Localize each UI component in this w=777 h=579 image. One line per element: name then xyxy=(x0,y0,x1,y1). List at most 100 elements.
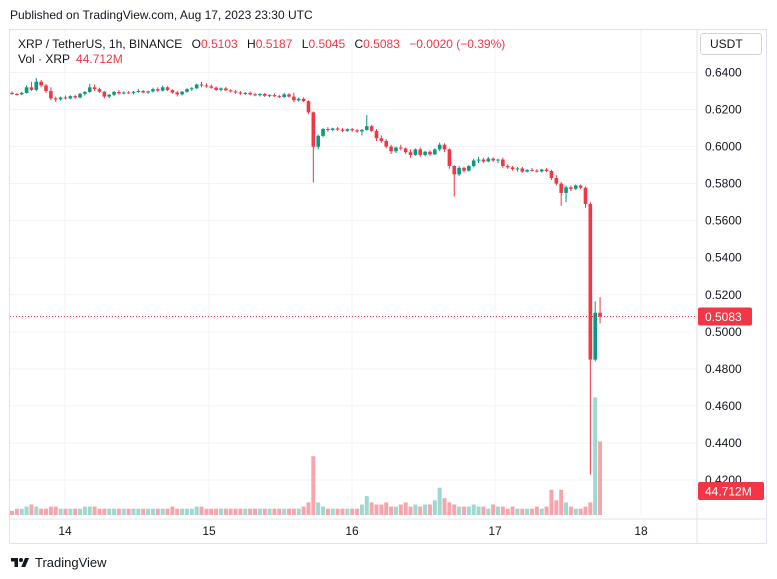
volume-bar xyxy=(165,508,170,515)
candle-body xyxy=(428,151,432,155)
volume-bar xyxy=(48,506,53,515)
candle-body xyxy=(418,149,423,155)
volume-bar xyxy=(520,508,525,515)
volume-bar xyxy=(116,508,121,515)
candle-body xyxy=(335,128,340,130)
volume-bar xyxy=(87,506,92,515)
high-value: 0.5187 xyxy=(255,37,293,51)
candle-body xyxy=(554,178,559,184)
volume-bar xyxy=(583,506,588,515)
volume-bar xyxy=(126,508,131,515)
candle-body xyxy=(141,91,146,93)
symbol-label[interactable]: XRP / TetherUS, 1h, BINANCE xyxy=(18,37,183,51)
volume-bar xyxy=(549,489,554,515)
candle-body xyxy=(190,88,194,90)
candle-body xyxy=(224,88,228,91)
volume-bar xyxy=(530,508,535,515)
volume-bar xyxy=(413,504,418,515)
candle-body xyxy=(423,151,427,155)
volume-bar xyxy=(131,508,136,515)
candle-body xyxy=(262,93,267,96)
volume-bar xyxy=(248,508,253,515)
candle-body xyxy=(253,94,257,96)
volume-badge-label: 44.712M xyxy=(705,485,752,499)
volume-bar xyxy=(155,508,160,515)
candle-body xyxy=(24,87,29,93)
candle-body xyxy=(321,128,325,136)
chart-grid xyxy=(10,30,766,543)
volume-bar xyxy=(325,508,330,515)
volume-bar xyxy=(228,508,233,515)
brand-name[interactable]: TradingView xyxy=(35,555,107,570)
candle-body xyxy=(97,89,102,92)
volume-bar xyxy=(364,496,369,515)
volume-bar xyxy=(476,506,481,515)
candle-body xyxy=(199,84,204,86)
volume-bar xyxy=(24,506,29,515)
candle-body xyxy=(510,167,515,170)
candle-body xyxy=(277,96,282,98)
time-tick-label: 14 xyxy=(58,524,72,538)
price-tick-label: 0.6400 xyxy=(705,66,742,80)
open-label: O xyxy=(191,37,201,51)
volume-bar xyxy=(432,500,437,515)
last-price-badge xyxy=(698,307,752,326)
volume-label[interactable]: Vol · XRP xyxy=(18,52,71,66)
candle-body xyxy=(573,185,578,189)
volume-bar xyxy=(34,506,39,515)
ohlc-legend: XRP / TetherUS, 1h, BINANCE O0.5103 H0.5… xyxy=(18,36,505,52)
candle-body xyxy=(228,90,233,92)
volume-bar xyxy=(296,508,301,515)
candle-body xyxy=(471,160,476,167)
candle-body xyxy=(374,130,379,139)
candle-body xyxy=(544,169,549,172)
candle-body xyxy=(306,101,311,113)
candle-body xyxy=(588,204,593,360)
time-axis: 14 15 16 17 18 xyxy=(58,524,648,538)
volume-bar xyxy=(243,508,248,515)
volume-bar xyxy=(287,508,292,515)
candle-body xyxy=(564,187,568,193)
published-caption: Published on TradingView.com, Aug 17, 20… xyxy=(10,8,313,22)
currency-button[interactable]: USDT xyxy=(700,33,762,55)
volume-bar xyxy=(170,506,175,515)
candle-body xyxy=(501,159,505,167)
price-tick-label: 0.6000 xyxy=(705,140,742,154)
candle-body xyxy=(39,81,43,86)
candle-body xyxy=(496,159,500,161)
time-tick-label: 17 xyxy=(488,524,502,538)
candle-body xyxy=(180,91,184,95)
candle-body xyxy=(326,128,330,130)
candle-body xyxy=(248,92,252,95)
volume-bar xyxy=(107,508,112,515)
price-tick-label: 0.5400 xyxy=(705,251,742,265)
volume-bar xyxy=(559,489,564,515)
volume-badge xyxy=(698,482,764,500)
candle-body xyxy=(476,159,481,161)
volume-bar xyxy=(355,508,360,515)
volume-bar xyxy=(63,508,68,515)
candle-body xyxy=(433,149,437,155)
volume-bar xyxy=(461,506,466,515)
footer: TradingView xyxy=(10,555,107,570)
candle-body xyxy=(520,168,525,172)
candle-body xyxy=(87,87,92,92)
price-tick-label: 0.4800 xyxy=(705,362,742,376)
candle-body xyxy=(282,94,286,97)
volume-bar xyxy=(301,506,306,515)
volume-bar xyxy=(496,506,500,515)
candle-body xyxy=(549,171,554,179)
volume-bar xyxy=(384,502,389,515)
candle-body xyxy=(355,130,359,132)
candle-body xyxy=(505,166,510,168)
candlesticks xyxy=(10,78,602,475)
volume-bar xyxy=(194,506,199,515)
volume-bar xyxy=(437,487,442,515)
volume-bar xyxy=(593,397,598,515)
candle-body xyxy=(539,169,544,172)
volume-bar xyxy=(272,508,277,515)
candle-body xyxy=(53,98,58,100)
volume-bar xyxy=(257,508,262,515)
volume-bar xyxy=(525,508,530,515)
